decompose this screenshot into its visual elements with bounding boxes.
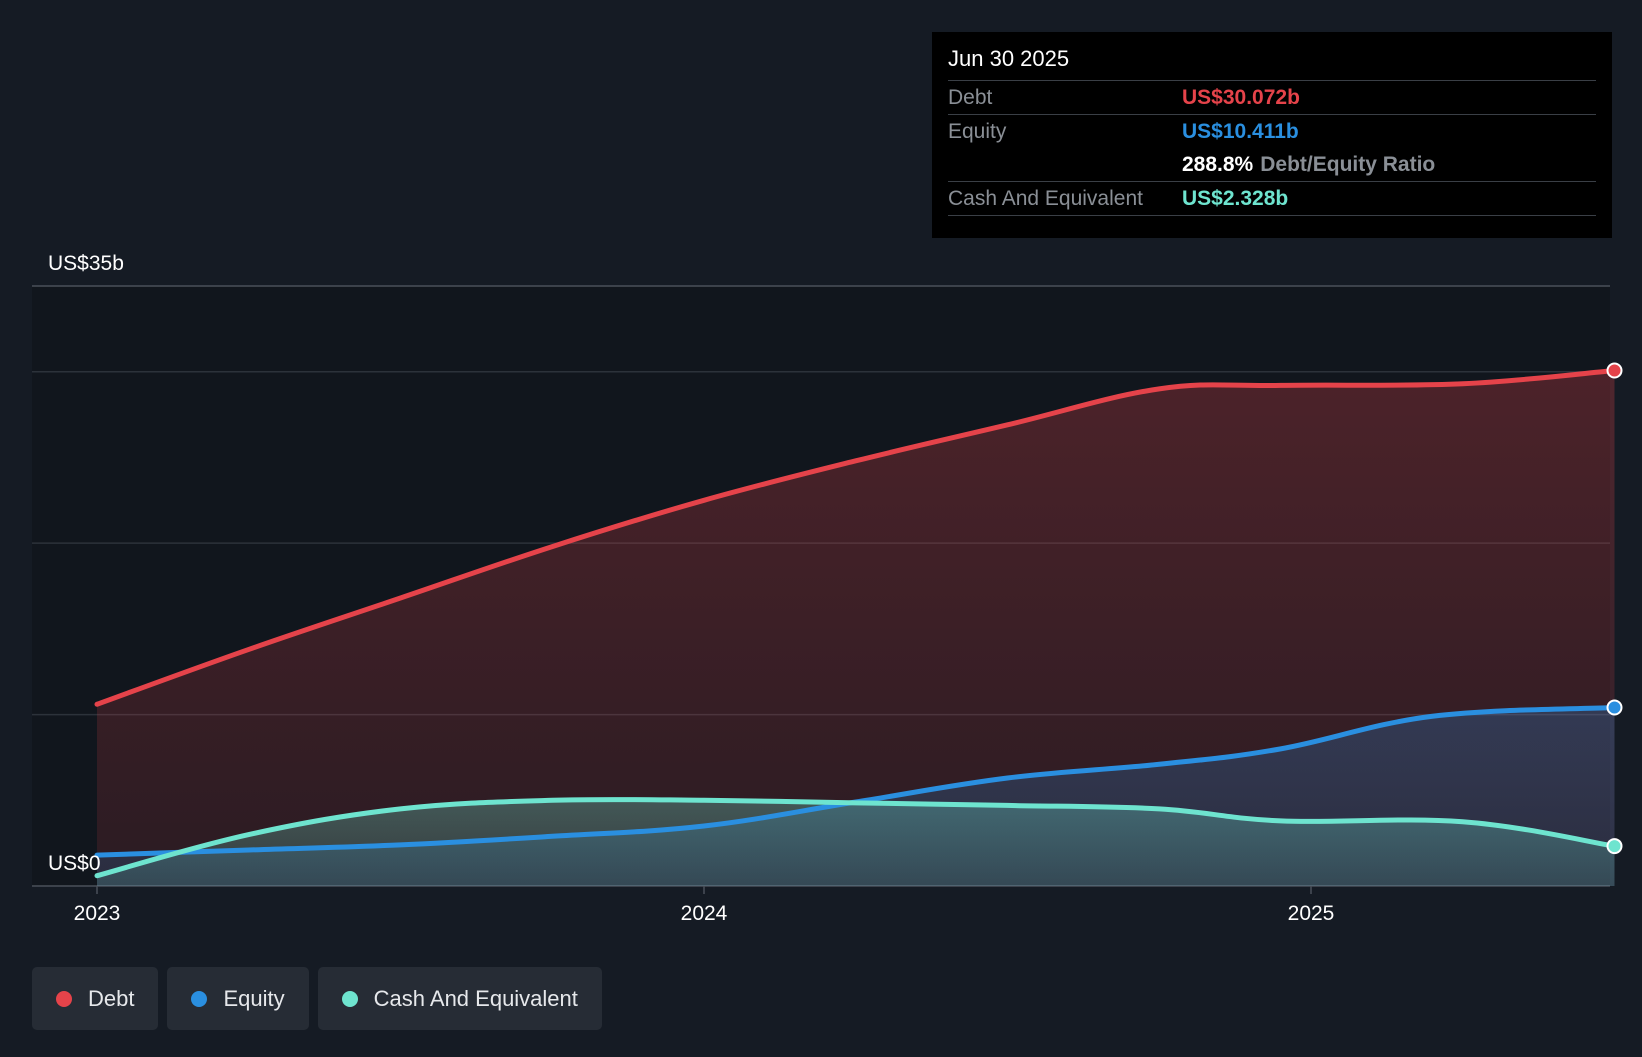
y-min-label: US$0 <box>48 852 101 875</box>
end-point-cash <box>1606 838 1623 855</box>
tooltip-row-debt: Debt US$30.072b <box>948 81 1596 115</box>
legend: Debt Equity Cash And Equivalent <box>32 967 602 1030</box>
legend-label-cash: Cash And Equivalent <box>373 985 578 1011</box>
tooltip-date: Jun 30 2025 <box>948 44 1596 81</box>
tooltip-row-ratio: 288.8% Debt/Equity Ratio <box>948 148 1596 182</box>
end-point-equity <box>1606 699 1623 716</box>
x-tick-label: 2024 <box>681 902 728 925</box>
tooltip-equity-value: US$10.411b <box>1182 120 1299 143</box>
legend-dot-debt-icon <box>56 990 72 1007</box>
legend-label-equity: Equity <box>223 985 285 1011</box>
tooltip-panel: Jun 30 2025 Debt US$30.072b Equity US$10… <box>932 32 1612 238</box>
tooltip-debt-value: US$30.072b <box>1182 86 1300 109</box>
end-point-debt <box>1606 362 1623 379</box>
legend-dot-cash-icon <box>341 990 358 1007</box>
area-cash <box>97 799 1615 886</box>
point-layer <box>1606 362 1623 855</box>
x-tick-label: 2023 <box>74 902 121 925</box>
tooltip-equity-label: Equity <box>948 120 1007 143</box>
legend-item-debt[interactable]: Debt <box>32 967 159 1030</box>
tooltip-ratio-value: 288.8% <box>1182 153 1254 176</box>
legend-item-cash[interactable]: Cash And Equivalent <box>317 967 602 1030</box>
legend-label-debt: Debt <box>88 985 135 1011</box>
tooltip-ratio-label: Debt/Equity Ratio <box>1260 153 1436 176</box>
tooltip-cash-label: Cash And Equivalent <box>948 187 1143 210</box>
line-layer <box>94 367 1617 879</box>
tooltip-cash-value: US$2.328b <box>1182 187 1289 210</box>
axis-layer: US$35b US$0 2023 2024 2025 <box>48 252 1334 925</box>
tooltip-row-cash: Cash And Equivalent US$2.328b <box>948 182 1596 216</box>
legend-item-equity[interactable]: Equity <box>167 967 309 1030</box>
y-max-label: US$35b <box>48 252 124 275</box>
tooltip-row-equity: Equity US$10.411b <box>948 115 1596 148</box>
tooltip-debt-label: Debt <box>948 86 993 109</box>
x-tick-label: 2025 <box>1288 902 1335 925</box>
series-line-debt <box>94 367 1617 707</box>
tooltip-ratio-spacer <box>948 148 1182 181</box>
legend-dot-equity-icon <box>191 990 208 1007</box>
series-line-cash <box>94 796 1617 879</box>
